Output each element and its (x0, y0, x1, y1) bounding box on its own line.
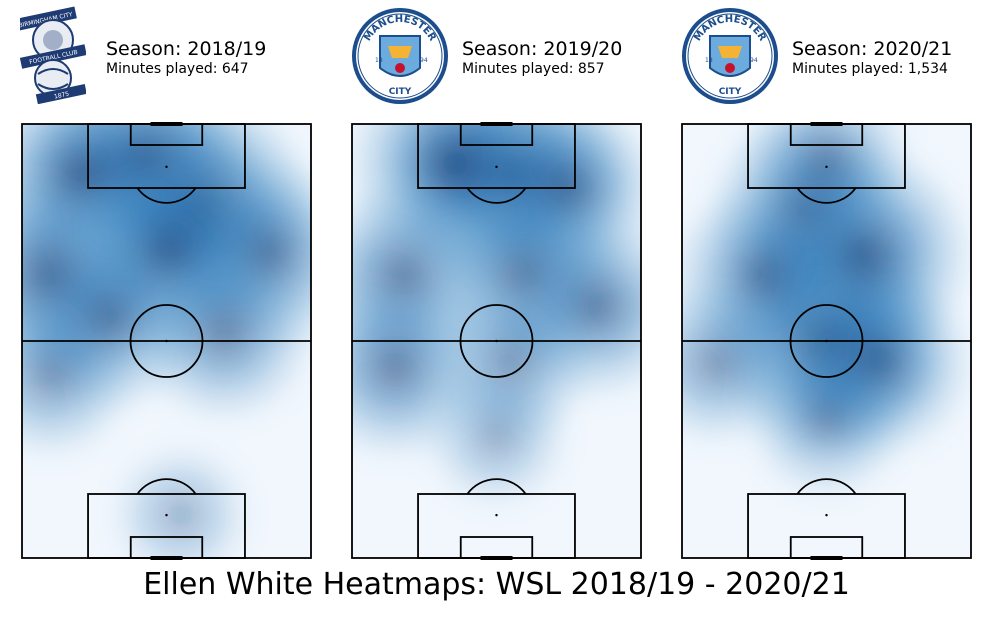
penalty-arc-top (136, 187, 197, 204)
manchester-city-logo: MANCHESTER 18 94 CITY (682, 8, 778, 104)
mcfc-year-left: 18 (705, 57, 713, 64)
penalty-spot-bottom (825, 513, 828, 517)
mcfc-year-right: 94 (420, 57, 428, 64)
penalty-spot-top (495, 165, 498, 169)
centre-spot (165, 339, 168, 343)
mcfc-city-text: CITY (389, 87, 412, 97)
centre-spot (495, 339, 498, 343)
heat-hotspot (741, 334, 912, 505)
season-info: Season: 2020/21 Minutes played: 1,534 (792, 38, 952, 78)
penalty-arc-bottom (796, 478, 857, 495)
penalty-spot-bottom (495, 513, 498, 517)
heat-layer (682, 124, 971, 505)
penalty-arc-bottom (136, 478, 197, 495)
heat-hotspot (736, 124, 917, 249)
heat-hotspot (22, 288, 139, 464)
mcfc-city-text: CITY (719, 87, 742, 97)
centre-circle (789, 304, 864, 378)
season-info: Season: 2019/20 Minutes played: 857 (462, 38, 622, 78)
manchester-city-logo: MANCHESTER 18 94 CITY (352, 8, 448, 104)
centre-circle (129, 304, 204, 378)
penalty-arc-top (466, 187, 527, 204)
bcfc-year-text: 1875 (53, 91, 70, 101)
penalty-arc-top (796, 187, 857, 204)
birmingham-city-logo: BIRMINGHAM CITY FOOTBALL CLUB 1875 (20, 6, 86, 104)
pitch-lines (681, 122, 972, 560)
season-label: Season: 2020/21 (792, 38, 953, 60)
season-label: Season: 2019/20 (462, 38, 623, 60)
season-label: Season: 2018/19 (106, 38, 267, 60)
mcfc-year-right: 94 (750, 57, 758, 64)
pitch-heatmap (351, 122, 642, 560)
penalty-spot-bottom (165, 513, 168, 517)
pitch-heatmap (681, 122, 972, 560)
centre-circle (459, 304, 534, 378)
mcfc-year-left: 18 (375, 57, 383, 64)
chart-title: Ellen White Heatmaps: WSL 2018/19 - 2020… (143, 567, 850, 602)
penalty-spot-top (165, 165, 168, 169)
heatmap-panel-2018-19: BIRMINGHAM CITY FOOTBALL CLUB 1875 Seaso… (20, 0, 330, 560)
minutes-label: Minutes played: 1,534 (792, 61, 948, 77)
heat-hotspot (104, 438, 257, 558)
heatmap-panel-2020-21: MANCHESTER 18 94 CITY Season: 2020/21 Mi… (680, 0, 990, 560)
pitch-lines (351, 122, 642, 560)
heat-hotspot (419, 358, 574, 514)
pitch-lines (21, 122, 312, 560)
minutes-label: Minutes played: 857 (462, 61, 605, 77)
heat-layer (22, 124, 311, 558)
heatmap-panel-2019-20: MANCHESTER 18 94 CITY Season: 2019/20 Mi… (350, 0, 660, 560)
season-info: Season: 2018/19 Minutes played: 647 (106, 38, 266, 78)
centre-spot (825, 339, 828, 343)
penalty-spot-top (825, 165, 828, 169)
penalty-arc-bottom (466, 478, 527, 495)
heat-hotspot (129, 237, 311, 428)
pitch-heatmap (21, 122, 312, 560)
minutes-label: Minutes played: 647 (106, 61, 249, 77)
